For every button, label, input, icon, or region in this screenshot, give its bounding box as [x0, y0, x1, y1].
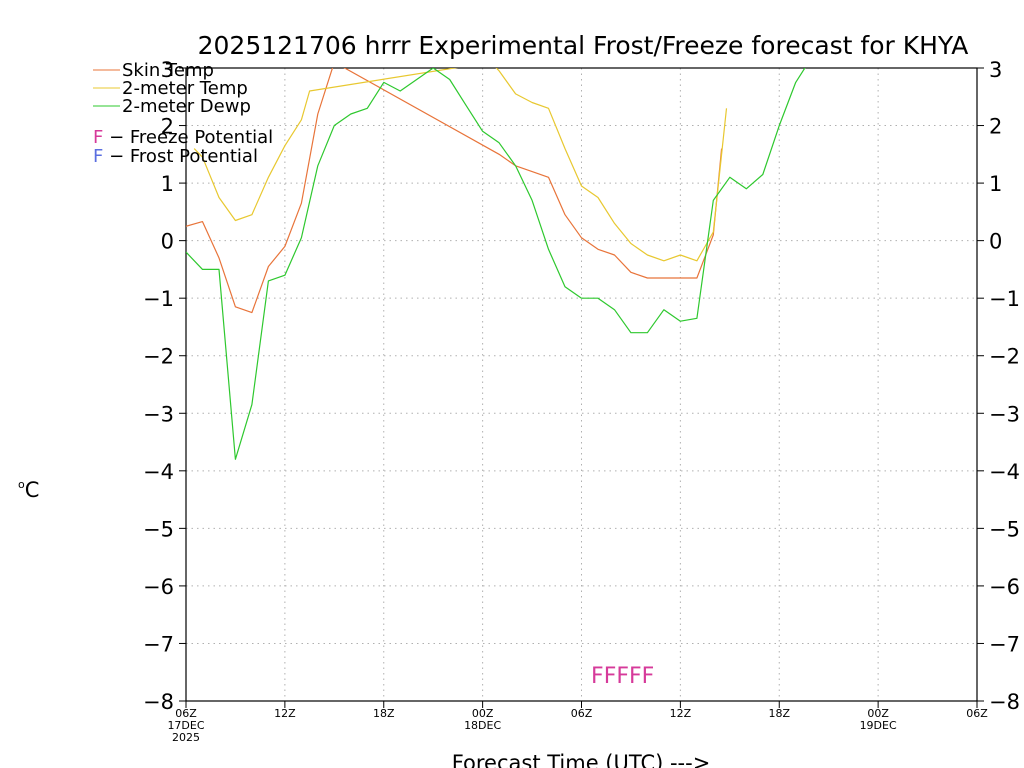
left-tick-label: −4: [143, 460, 174, 484]
right-tick-label: −5: [989, 517, 1020, 541]
right-tick-label: −1: [989, 287, 1020, 311]
left-tick-label: 0: [161, 230, 174, 254]
left-tick-label: −8: [143, 690, 174, 714]
bottom-tick-label: 18Z: [768, 707, 790, 720]
grid-lines: [186, 68, 977, 701]
bottom-tick-label: 00Z: [472, 707, 494, 720]
frost-symbol: F: [93, 146, 103, 167]
bottom-tick-label: 06Z: [175, 707, 197, 720]
left-tick-label: 1: [161, 172, 174, 196]
right-tick-label: −3: [989, 402, 1020, 426]
right-tick-label: 0: [989, 230, 1002, 254]
series-line-skin-temp: [186, 68, 723, 314]
right-tick-label: −7: [989, 632, 1020, 656]
left-tick-label: −3: [143, 402, 174, 426]
bottom-tick-label: 2025: [172, 731, 200, 744]
left-axis: −8 −7 −6 −5 −4 −3 −2 −1 0 1 2 3: [143, 58, 186, 714]
right-axis: −8 −7 −6 −5 −4 −3 −2 −1 0 1 2 3: [977, 58, 1020, 714]
right-tick-label: 2: [989, 115, 1002, 139]
freeze-symbol: F: [93, 127, 103, 148]
bottom-tick-label: 12Z: [670, 707, 692, 720]
left-tick-label: 3: [161, 58, 174, 82]
right-tick-label: −2: [989, 345, 1020, 369]
series-layer: [186, 68, 806, 460]
left-tick-label: −5: [143, 517, 174, 541]
bottom-tick-label: 00Z: [867, 707, 889, 720]
bottom-tick-label: 06Z: [571, 707, 593, 720]
bottom-tick-label: 17DEC: [167, 719, 204, 732]
left-tick-label: −6: [143, 575, 174, 599]
bottom-tick-label: 18Z: [373, 707, 395, 720]
right-tick-label: −4: [989, 460, 1020, 484]
left-tick-label: 2: [161, 115, 174, 139]
y-axis-label-degree: o: [18, 478, 25, 491]
y-axis-label-unit: C: [25, 478, 40, 502]
legend: Skin Temp 2-meter Temp 2-meter Dewp F − …: [93, 60, 273, 167]
left-tick-label: −1: [143, 287, 174, 311]
bottom-tick-label: 19DEC: [860, 719, 897, 732]
bottom-tick-label: 06Z: [966, 707, 988, 720]
bottom-tick-label: 18DEC: [464, 719, 501, 732]
legend-frost-potential: F − Frost Potential: [93, 146, 258, 167]
legend-freeze-potential: F − Freeze Potential: [93, 127, 273, 148]
left-tick-label: −7: [143, 632, 174, 656]
x-axis-label: Forecast Time (UTC) --->: [452, 751, 711, 768]
left-tick-label: −2: [143, 345, 174, 369]
frost-label: − Frost Potential: [103, 146, 258, 167]
right-tick-label: −6: [989, 575, 1020, 599]
freeze-potential-markers: FFFFF: [591, 664, 654, 689]
series-line-2-meter-dewp: [186, 68, 806, 460]
series-line-2-meter-temp: [193, 68, 728, 262]
legend-label-skin-temp: Skin Temp: [122, 60, 214, 81]
right-tick-label: 1: [989, 172, 1002, 196]
bottom-tick-label: 12Z: [274, 707, 296, 720]
y-axis-label: oC: [18, 478, 39, 502]
right-tick-label: 3: [989, 58, 1002, 82]
right-tick-label: −8: [989, 690, 1020, 714]
legend-label-2m-temp: 2-meter Temp: [122, 78, 248, 99]
legend-label-2m-dewp: 2-meter Dewp: [122, 96, 251, 117]
freeze-label: − Freeze Potential: [103, 127, 273, 148]
chart-title: 2025121706 hrrr Experimental Frost/Freez…: [198, 31, 969, 60]
